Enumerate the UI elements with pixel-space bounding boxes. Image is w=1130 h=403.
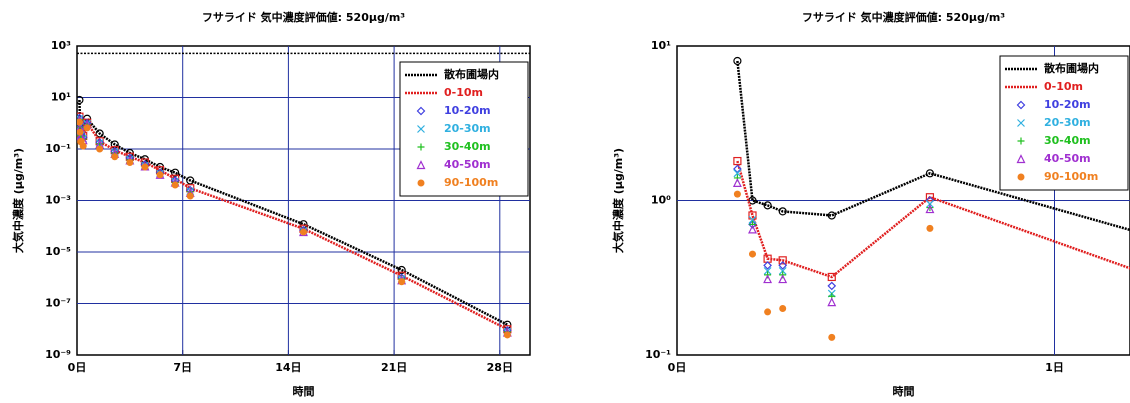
marker	[186, 192, 194, 200]
y-axis-label: 大気中濃度 (μg/m³)	[11, 148, 25, 253]
y-tick-label: 10³	[51, 39, 71, 52]
marker	[156, 171, 164, 179]
marker	[300, 228, 307, 236]
legend-label: 散布圃場内	[444, 67, 499, 81]
x-tick-label: 1日	[1045, 361, 1064, 374]
y-tick-label: 10¹	[651, 39, 671, 52]
x-axis-label: 時間	[293, 384, 315, 398]
legend-label: 40-50m	[1044, 152, 1091, 165]
legend-label: 30-40m	[444, 140, 491, 153]
y-axis-label: 大気中濃度 (μg/m³)	[611, 148, 625, 253]
marker	[1017, 137, 1025, 145]
marker	[763, 267, 772, 275]
marker	[171, 181, 179, 189]
marker	[748, 196, 757, 205]
marker	[827, 297, 837, 307]
legend-label: 20-30m	[1044, 116, 1091, 129]
legend-label: 90-100m	[1044, 170, 1098, 183]
x-tick-label: 14日	[275, 361, 301, 374]
legend-label: 0-10m	[444, 86, 483, 99]
marker	[926, 200, 934, 208]
legend-label: 10-20m	[444, 104, 491, 117]
y-tick-label: 10⁻³	[45, 194, 71, 207]
marker	[77, 118, 83, 126]
marker	[733, 56, 742, 66]
marker	[925, 193, 935, 202]
marker	[925, 169, 935, 178]
plot-area	[732, 56, 1130, 341]
x-tick-label: 7日	[173, 361, 192, 374]
marker	[732, 178, 742, 187]
marker	[827, 272, 836, 282]
marker	[95, 129, 104, 138]
marker	[79, 142, 87, 150]
y-tick-label: 10⁻¹	[645, 348, 671, 361]
marker	[827, 211, 836, 220]
y-tick-label: 10⁻⁷	[45, 297, 71, 310]
legend-label: 20-30m	[444, 122, 491, 135]
marker	[77, 128, 84, 136]
marker	[1016, 100, 1026, 110]
marker	[1017, 119, 1025, 127]
marker	[77, 95, 84, 105]
marker	[416, 106, 426, 116]
marker	[764, 308, 772, 316]
marker	[926, 224, 934, 232]
marker	[1016, 154, 1026, 164]
chart-title: フサライド 気中濃度評価値: 520μg/m³	[202, 10, 405, 24]
marker	[417, 125, 425, 133]
legend-label: 散布圃場内	[1044, 61, 1099, 75]
marker	[83, 124, 91, 132]
marker	[778, 207, 787, 216]
legend-label: 90-100m	[444, 176, 498, 189]
marker	[417, 143, 425, 151]
marker	[733, 156, 742, 166]
legend-label: 40-50m	[444, 158, 491, 171]
marker	[827, 281, 837, 291]
marker	[748, 224, 757, 234]
legend-label: 30-40m	[1044, 134, 1091, 147]
chart-title: フサライド 気中濃度評価値: 520μg/m³	[802, 10, 1005, 24]
marker	[503, 331, 511, 339]
y-tick-label: 10¹	[51, 91, 71, 104]
x-tick-label: 28日	[487, 361, 513, 374]
marker	[111, 153, 119, 161]
marker	[763, 274, 773, 284]
marker	[778, 267, 787, 275]
x-tick-label: 21日	[381, 361, 407, 374]
marker	[141, 163, 149, 171]
legend-label: 10-20m	[1044, 98, 1091, 111]
marker	[778, 256, 787, 265]
marker	[96, 145, 104, 153]
marker	[1017, 173, 1025, 181]
marker	[763, 201, 772, 210]
marker	[748, 215, 757, 224]
marker	[416, 160, 426, 170]
y-tick-label: 10⁻⁵	[45, 245, 71, 258]
marker	[779, 304, 787, 312]
marker	[778, 261, 788, 270]
marker	[398, 278, 406, 286]
x-axis-label: 時間	[893, 384, 915, 398]
marker	[733, 190, 741, 198]
plot-area	[77, 52, 530, 339]
series-line	[736, 60, 1130, 232]
marker	[778, 274, 788, 284]
x-tick-label: 0日	[68, 361, 87, 374]
marker	[763, 261, 772, 270]
marker	[126, 158, 134, 166]
marker	[828, 333, 836, 341]
marker	[186, 176, 195, 185]
legend-label: 0-10m	[1044, 80, 1083, 93]
marker	[925, 204, 935, 214]
marker	[417, 179, 425, 187]
y-tick-label: 10⁻¹	[45, 142, 71, 155]
x-tick-label: 0日	[668, 361, 687, 374]
marker	[733, 169, 742, 178]
marker	[749, 250, 756, 258]
y-tick-label: 10⁻⁹	[45, 348, 71, 361]
y-tick-label: 10⁰	[651, 194, 671, 207]
